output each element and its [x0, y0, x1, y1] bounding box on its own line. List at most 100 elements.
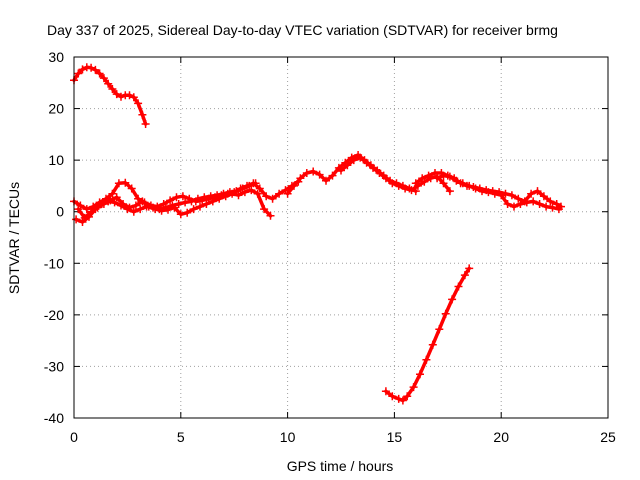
data-point	[266, 211, 275, 220]
data-point	[95, 69, 104, 78]
series-arc-main-c	[72, 179, 260, 226]
data-point	[206, 192, 215, 201]
y-tick-label: -10	[44, 255, 64, 271]
data-point	[452, 176, 461, 185]
data-point	[155, 205, 164, 214]
data-point	[375, 169, 384, 177]
data-point	[255, 184, 264, 193]
data-point	[478, 187, 486, 196]
data-point	[82, 205, 91, 214]
x-axis-title: GPS time / hours	[287, 458, 394, 474]
data-point	[362, 158, 371, 167]
data-point	[290, 181, 298, 190]
data-point	[411, 179, 420, 188]
data-point	[142, 202, 151, 211]
data-point	[85, 212, 93, 221]
data-point	[172, 193, 181, 202]
data-point	[117, 92, 125, 101]
data-point	[247, 186, 256, 195]
data-point	[232, 187, 241, 196]
data-point	[497, 191, 506, 200]
data-point	[87, 63, 96, 72]
data-point	[108, 85, 117, 93]
data-point	[166, 196, 175, 205]
data-point	[238, 184, 247, 193]
y-tick-label: -20	[44, 307, 64, 323]
data-point	[131, 201, 140, 210]
data-point	[178, 192, 187, 201]
data-point	[74, 205, 83, 214]
data-point	[302, 169, 311, 177]
data-point	[99, 74, 108, 83]
data-point	[296, 174, 305, 183]
data-point	[407, 186, 416, 195]
data-point	[394, 181, 403, 190]
data-point	[161, 203, 170, 212]
data-point	[309, 167, 318, 176]
y-axis-title: SDTVAR / TECUs	[6, 182, 22, 294]
data-point	[484, 188, 493, 197]
data-point	[315, 170, 324, 179]
data-point	[125, 91, 134, 100]
data-point	[337, 166, 345, 175]
data-point	[542, 202, 551, 211]
data-point	[104, 197, 113, 206]
data-point	[507, 191, 516, 200]
data-point	[369, 163, 377, 172]
data-point	[72, 215, 81, 224]
data-point	[189, 205, 198, 214]
data-point	[458, 179, 467, 188]
data-point	[104, 79, 113, 88]
data-point	[129, 93, 138, 102]
y-tick-label: 20	[48, 101, 64, 117]
data-point	[138, 110, 147, 119]
y-tick-label: 10	[48, 152, 64, 168]
data-point	[268, 194, 277, 203]
data-point	[394, 394, 403, 403]
series-arc-low-recovery	[381, 264, 474, 405]
data-point	[200, 193, 209, 202]
x-tick-label: 5	[177, 429, 185, 445]
data-point	[439, 179, 448, 188]
data-point	[234, 191, 243, 200]
data-point	[539, 192, 548, 201]
data-point	[91, 65, 100, 74]
data-point	[552, 200, 561, 208]
data-point	[283, 189, 292, 198]
data-point	[529, 197, 538, 206]
data-point	[409, 383, 418, 392]
data-point	[535, 200, 544, 208]
data-point	[343, 161, 352, 170]
y-tick-label: -40	[44, 410, 64, 426]
data-point	[448, 295, 457, 304]
data-point	[91, 205, 100, 214]
data-point	[78, 65, 87, 74]
data-point	[398, 396, 407, 405]
data-point	[428, 340, 437, 349]
data-point	[134, 194, 143, 203]
x-tick-label: 10	[280, 429, 296, 445]
data-point	[388, 179, 397, 188]
chart-title: Day 337 of 2025, Sidereal Day-to-day VTE…	[47, 22, 558, 38]
data-point	[548, 203, 557, 212]
data-point	[202, 200, 211, 208]
data-point	[187, 197, 196, 206]
data-point	[422, 355, 431, 364]
series-trace	[72, 180, 301, 211]
data-point	[381, 387, 390, 396]
data-point	[401, 184, 410, 193]
data-point	[454, 282, 463, 291]
data-point	[460, 271, 469, 280]
data-point	[424, 171, 433, 180]
data-point	[416, 370, 424, 379]
x-tick-label: 20	[493, 429, 509, 445]
data-point	[388, 392, 397, 401]
data-point	[138, 197, 147, 206]
y-tick-label: 30	[48, 49, 64, 65]
data-point	[134, 99, 143, 108]
data-point	[514, 194, 523, 203]
data-point	[176, 210, 185, 219]
data-point	[381, 174, 390, 183]
y-tick-label: 0	[56, 204, 64, 220]
data-point	[465, 181, 474, 190]
